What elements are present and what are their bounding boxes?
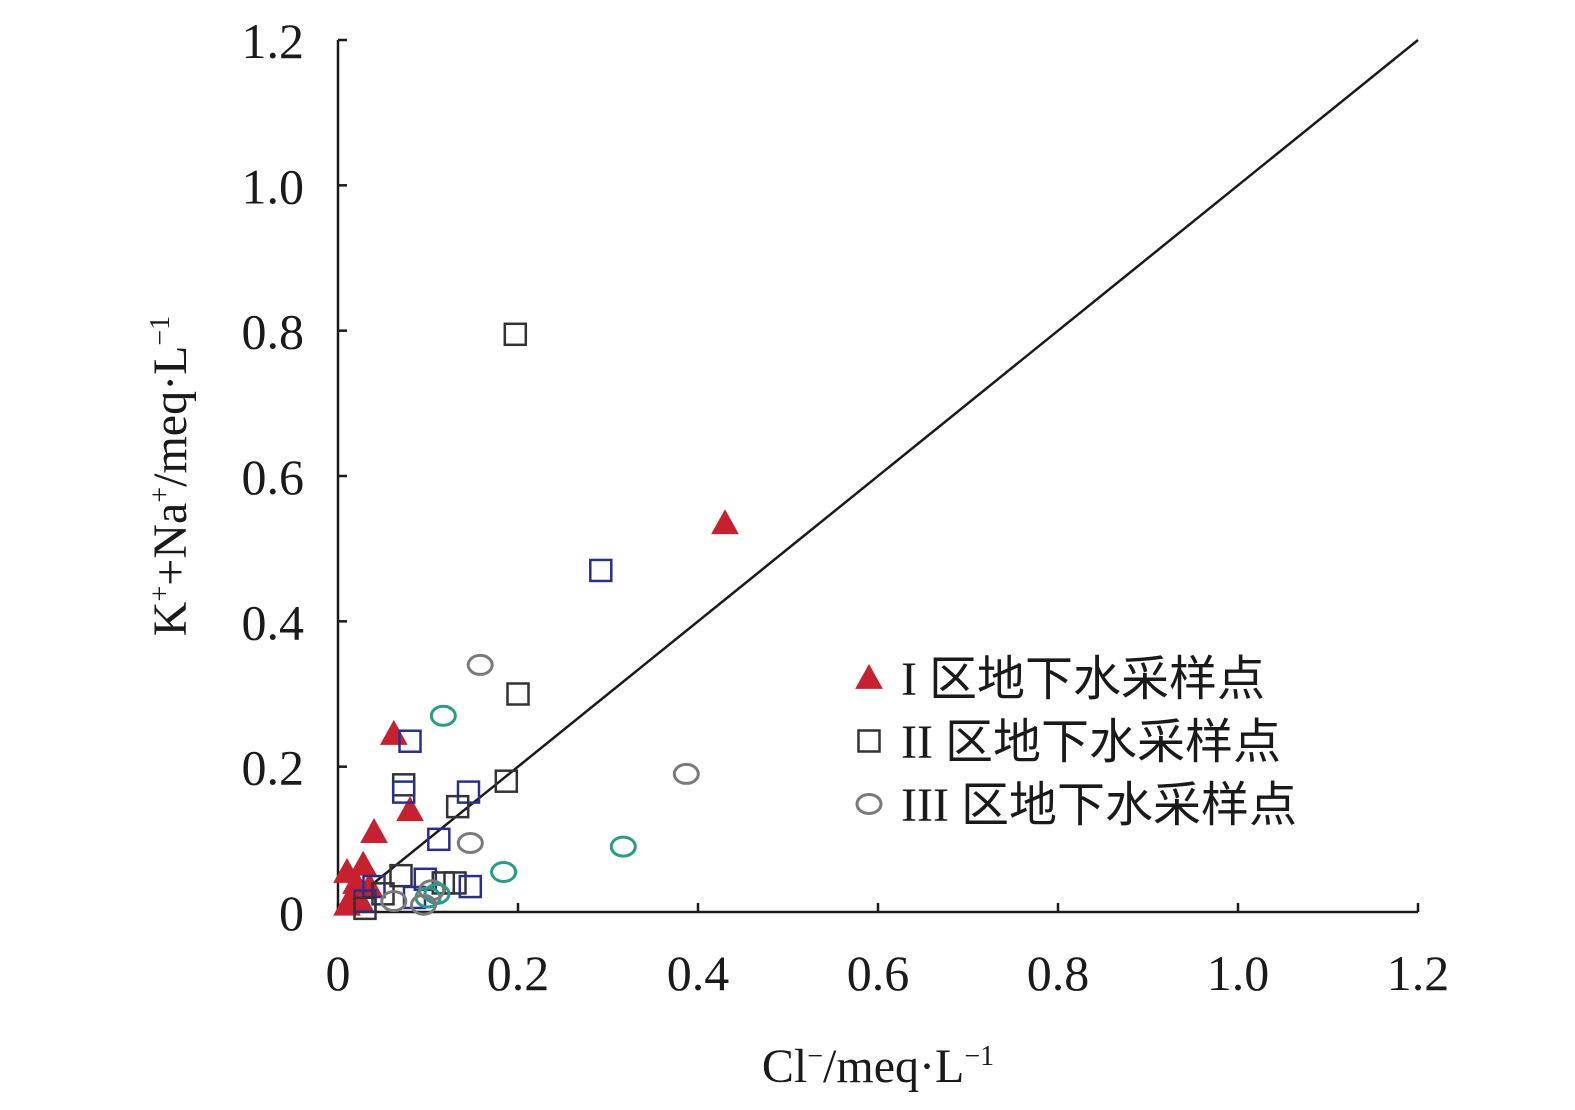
circle-point <box>466 653 494 676</box>
x-tick-label: 0 <box>326 945 351 1001</box>
legend: I 区地下水采样点 II 区地下水采样点 III 区地下水采样点 <box>855 653 1297 832</box>
square-point <box>427 827 451 852</box>
circle-point <box>456 831 484 854</box>
x-tick-label: 1.2 <box>1387 945 1450 1001</box>
y-tick-label: 0.8 <box>242 304 305 360</box>
legend-label: III 区地下水采样点 <box>901 779 1297 832</box>
circle-point <box>418 879 446 902</box>
square-point <box>445 794 470 819</box>
x-axis-title: Cl−/meq·L−1 <box>762 1040 994 1093</box>
circle-point <box>380 890 408 913</box>
square-point <box>494 769 519 793</box>
triangle-point <box>349 850 378 876</box>
x-ticks: 0 0.2 0.4 0.6 0.8 1.0 1.2 <box>326 903 1450 1001</box>
square-point <box>589 558 613 583</box>
circle-point <box>490 861 518 884</box>
y-tick-label: 0.6 <box>242 449 305 505</box>
y-axis-title: K++Na+/meq·L−1 <box>144 316 197 636</box>
triangle-point <box>360 818 388 843</box>
x-tick-label: 0.6 <box>847 945 910 1001</box>
legend-circle-icon <box>855 793 883 815</box>
series-1 <box>333 509 739 916</box>
data-markers <box>333 322 739 921</box>
square-point <box>458 874 483 899</box>
circle-point <box>410 893 437 916</box>
y-ticks: 0 0.2 0.4 0.6 0.8 1.0 1.2 <box>242 13 347 941</box>
x-tick-label: 0.2 <box>487 945 550 1001</box>
circle-point <box>609 835 637 858</box>
reference-line <box>337 39 1419 913</box>
legend-label: I 区地下水采样点 <box>901 653 1265 706</box>
y-tick-label: 0 <box>279 885 304 941</box>
series-3 <box>380 653 700 916</box>
square-point <box>391 773 416 797</box>
legend-triangle-icon <box>855 663 883 689</box>
legend-label: II 区地下水采样点 <box>901 716 1281 769</box>
triangle-point <box>396 796 424 822</box>
square-point <box>353 896 377 921</box>
y-tick-label: 1.0 <box>242 158 305 214</box>
square-point <box>389 863 413 888</box>
y-tick-label: 0.4 <box>242 594 305 650</box>
triangle-point <box>711 509 739 535</box>
circle-point <box>429 704 457 727</box>
y-tick-label: 1.2 <box>242 13 305 69</box>
y-tick-label: 0.2 <box>242 740 305 796</box>
square-point <box>503 322 528 347</box>
x-tick-label: 0.4 <box>667 945 730 1001</box>
legend-square-icon <box>857 729 881 753</box>
square-point <box>506 682 530 706</box>
square-point <box>391 780 416 804</box>
plot-area <box>337 39 1419 913</box>
triangle-point <box>379 719 408 745</box>
x-tick-label: 1.0 <box>1207 945 1270 1001</box>
circle-point <box>672 762 700 785</box>
x-tick-label: 0.8 <box>1027 945 1090 1001</box>
series-2 <box>353 322 613 921</box>
square-point <box>398 729 422 753</box>
